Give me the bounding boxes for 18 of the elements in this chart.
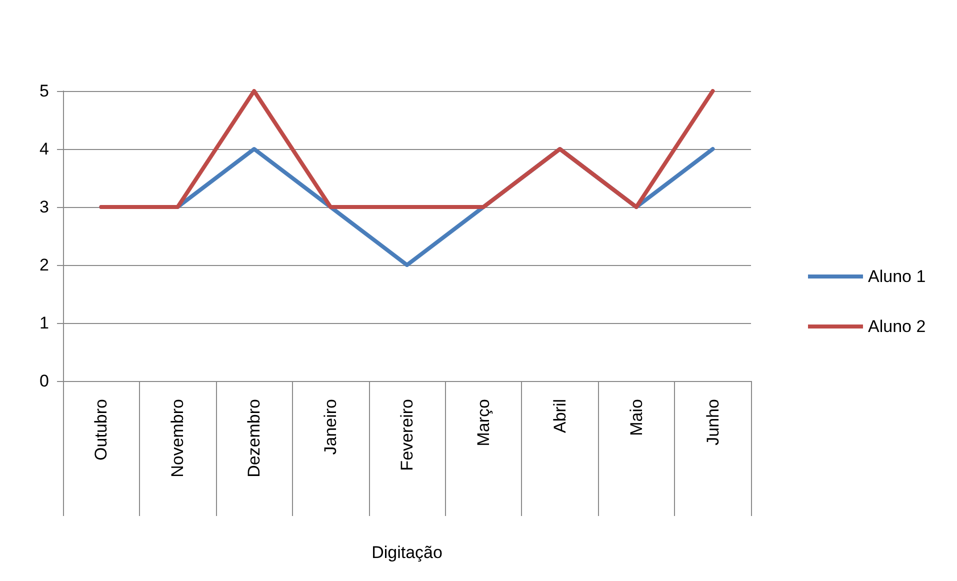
y-tick-label: 1 bbox=[40, 314, 49, 332]
x-tick-label: Maio bbox=[626, 399, 646, 436]
x-tick-label: Março bbox=[474, 399, 493, 446]
y-tick-label: 5 bbox=[40, 82, 49, 100]
y-tick-label: 4 bbox=[40, 140, 49, 158]
legend-label: Aluno 1 bbox=[868, 267, 926, 286]
y-tick-label: 0 bbox=[40, 372, 49, 390]
x-tick-label: Dezembro bbox=[244, 399, 264, 478]
x-tick-label: Outubro bbox=[92, 399, 111, 460]
x-tick-label: Novembro bbox=[168, 399, 188, 478]
x-tick-label: Janeiro bbox=[321, 399, 340, 455]
x-tick-label: Abril bbox=[550, 399, 570, 434]
x-tick-label: Junho bbox=[703, 399, 722, 446]
x-axis-title: Digitação bbox=[372, 543, 442, 562]
legend-label: Aluno 2 bbox=[868, 317, 926, 336]
y-tick-label: 2 bbox=[40, 256, 49, 274]
y-tick-label: 3 bbox=[40, 198, 49, 216]
x-tick-label: Fevereiro bbox=[398, 399, 416, 471]
